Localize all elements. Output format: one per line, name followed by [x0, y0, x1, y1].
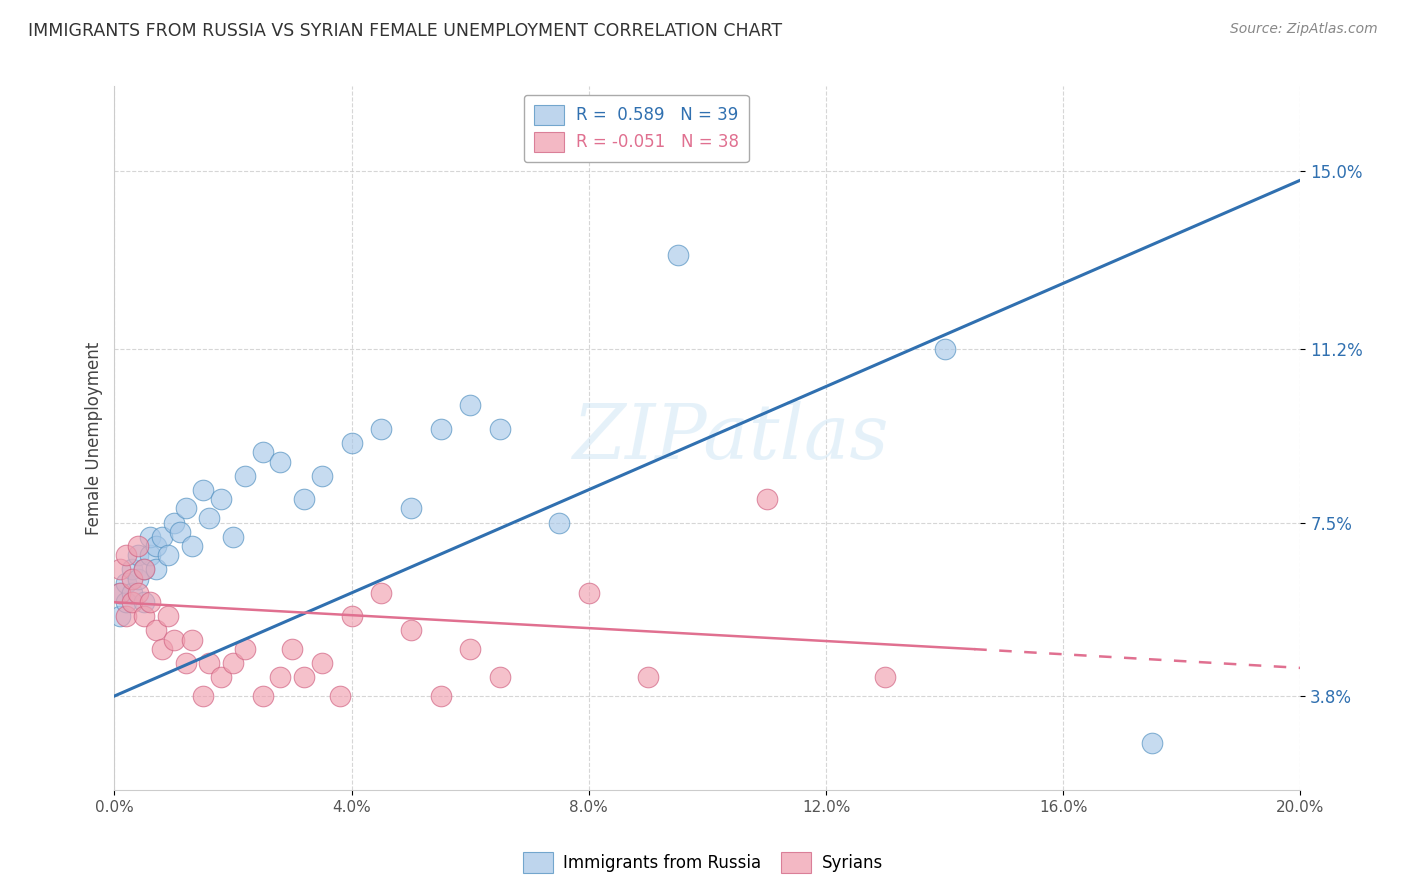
Point: [193, 689, 215, 703]
Point: [1140, 736, 1163, 750]
Point: [269, 670, 291, 684]
Point: [127, 539, 149, 553]
Point: [132, 595, 155, 609]
Y-axis label: Female Unemployment: Female Unemployment: [86, 342, 103, 534]
Point: [222, 657, 245, 671]
Point: [292, 491, 315, 506]
Point: [222, 530, 245, 544]
Point: [233, 642, 256, 657]
Point: [399, 624, 422, 638]
Point: [110, 609, 132, 624]
Point: [198, 657, 221, 671]
Point: [110, 586, 132, 600]
Point: [127, 549, 149, 563]
Point: [121, 572, 143, 586]
Point: [399, 501, 422, 516]
Point: [139, 530, 162, 544]
Point: [145, 624, 167, 638]
Point: [489, 670, 512, 684]
Text: IMMIGRANTS FROM RUSSIA VS SYRIAN FEMALE UNEMPLOYMENT CORRELATION CHART: IMMIGRANTS FROM RUSSIA VS SYRIAN FEMALE …: [28, 22, 782, 40]
Point: [180, 632, 202, 647]
Point: [198, 511, 221, 525]
Point: [311, 657, 333, 671]
Legend: R =  0.589   N = 39, R = -0.051   N = 38: R = 0.589 N = 39, R = -0.051 N = 38: [524, 95, 748, 162]
Point: [150, 642, 173, 657]
Point: [121, 586, 143, 600]
Point: [666, 248, 689, 262]
Point: [578, 586, 600, 600]
Point: [637, 670, 659, 684]
Point: [150, 530, 173, 544]
Point: [458, 642, 481, 657]
Point: [110, 586, 132, 600]
Point: [156, 549, 179, 563]
Text: Source: ZipAtlas.com: Source: ZipAtlas.com: [1230, 22, 1378, 37]
Point: [127, 586, 149, 600]
Point: [489, 422, 512, 436]
Point: [311, 468, 333, 483]
Point: [193, 483, 215, 497]
Point: [145, 562, 167, 576]
Point: [209, 670, 232, 684]
Point: [156, 609, 179, 624]
Point: [121, 595, 143, 609]
Point: [180, 539, 202, 553]
Point: [292, 670, 315, 684]
Point: [115, 595, 138, 609]
Point: [115, 549, 138, 563]
Point: [145, 539, 167, 553]
Legend: Immigrants from Russia, Syrians: Immigrants from Russia, Syrians: [516, 846, 890, 880]
Point: [370, 422, 392, 436]
Point: [139, 595, 162, 609]
Point: [252, 689, 274, 703]
Text: ZIPatlas: ZIPatlas: [572, 401, 890, 475]
Point: [163, 516, 186, 530]
Point: [132, 562, 155, 576]
Point: [252, 445, 274, 459]
Point: [121, 562, 143, 576]
Point: [115, 609, 138, 624]
Point: [110, 562, 132, 576]
Point: [548, 516, 571, 530]
Point: [163, 632, 186, 647]
Point: [340, 435, 363, 450]
Point: [174, 501, 197, 516]
Point: [169, 524, 191, 539]
Point: [370, 586, 392, 600]
Point: [132, 562, 155, 576]
Point: [340, 609, 363, 624]
Point: [174, 657, 197, 671]
Point: [755, 491, 778, 506]
Point: [209, 491, 232, 506]
Point: [875, 670, 897, 684]
Point: [139, 549, 162, 563]
Point: [429, 689, 451, 703]
Point: [458, 398, 481, 412]
Point: [429, 422, 451, 436]
Point: [281, 642, 304, 657]
Point: [269, 454, 291, 468]
Point: [115, 576, 138, 591]
Point: [127, 572, 149, 586]
Point: [934, 342, 956, 356]
Point: [233, 468, 256, 483]
Point: [132, 609, 155, 624]
Point: [329, 689, 352, 703]
